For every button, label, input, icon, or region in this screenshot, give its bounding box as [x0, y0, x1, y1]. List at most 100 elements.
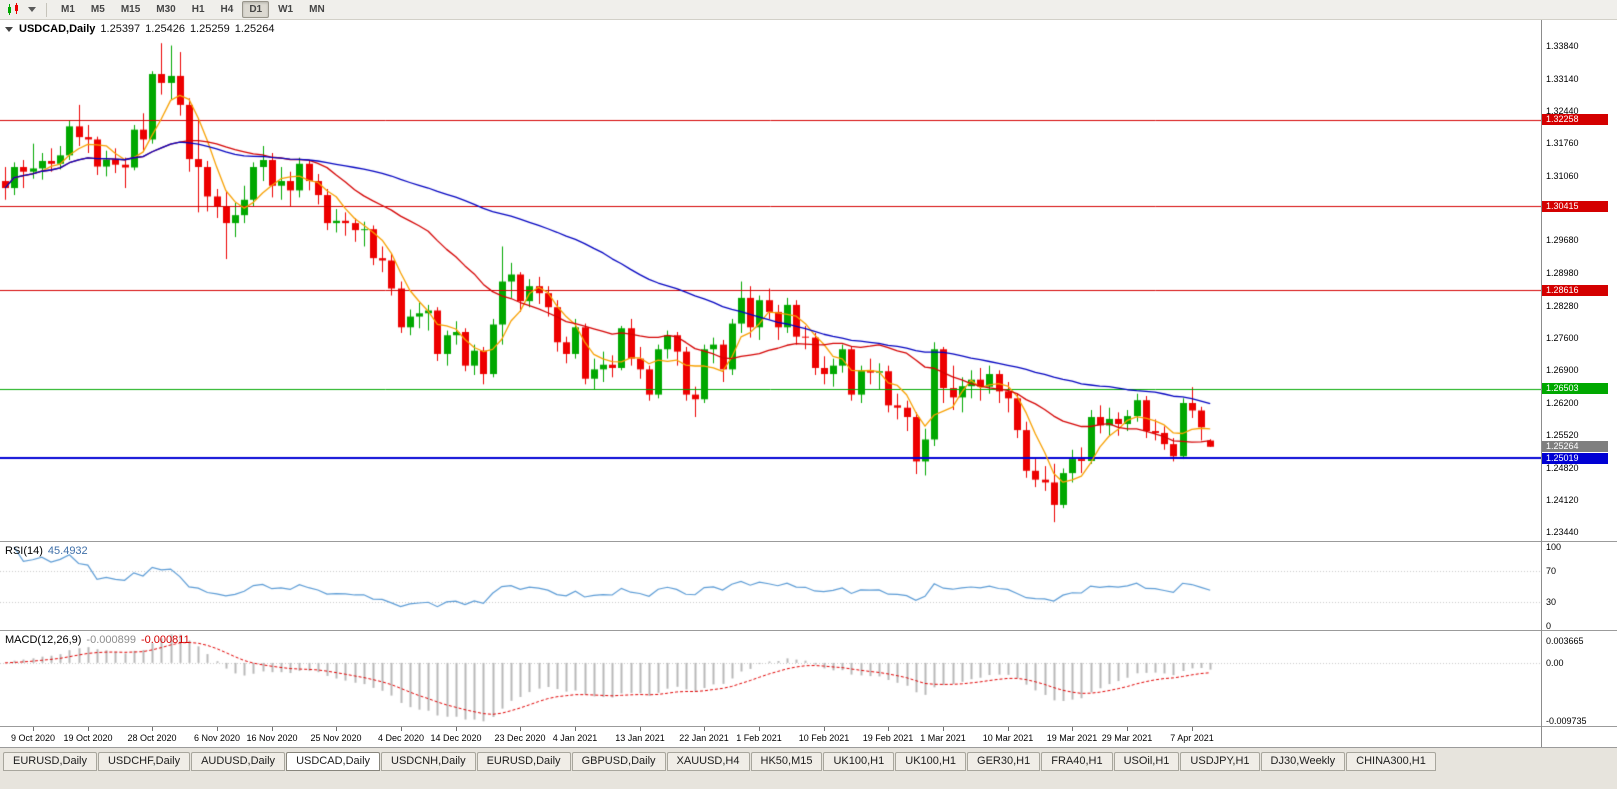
macd-main-value: -0.000899 [86, 634, 136, 646]
window-tab-audusd-daily[interactable]: AUDUSD,Daily [191, 752, 286, 771]
price-axis-tick: 1.31060 [1546, 171, 1579, 181]
chart-dropdown-icon[interactable] [23, 2, 41, 18]
period-button-m30[interactable]: M30 [156, 4, 176, 15]
time-axis-tick [217, 727, 218, 731]
period-button-w1[interactable]: W1 [278, 4, 294, 15]
price-axis-tick: 1.24820 [1546, 463, 1579, 473]
price-axis-tick: 1.31760 [1546, 138, 1579, 148]
window-tab-usdcad-daily[interactable]: USDCAD,Daily [286, 752, 381, 771]
window-tab-eurusd-daily[interactable]: EURUSD,Daily [476, 752, 571, 771]
window-tab-china300-h1[interactable]: CHINA300,H1 [1346, 752, 1436, 771]
period-button-d1[interactable]: D1 [242, 1, 270, 18]
window-tab-gbpusd-daily[interactable]: GBPUSD,Daily [571, 752, 666, 771]
date-label: 1 Mar 2021 [920, 733, 966, 743]
window-tab-uk100-h1[interactable]: UK100,H1 [895, 752, 967, 771]
window-tab-fra40-h1[interactable]: FRA40,H1 [1041, 752, 1113, 771]
window-tab-strip: EURUSD,Daily USDCHF,Daily AUDUSD,Daily USDC… [3, 751, 1617, 771]
time-axis-tick [704, 727, 705, 731]
date-label: 28 Oct 2020 [127, 733, 177, 743]
panel-separator[interactable] [0, 630, 1617, 631]
price-axis-tick: 1.33140 [1546, 74, 1579, 84]
time-axis-tick [1008, 727, 1009, 731]
time-axis-tick [943, 727, 944, 731]
price-chart-canvas[interactable] [0, 20, 1541, 541]
period-button-mn[interactable]: MN [309, 4, 325, 15]
date-label: 9 Oct 2020 [10, 733, 56, 743]
time-axis-tick [33, 727, 34, 731]
window-tab-bar: EURUSD,Daily USDCHF,Daily AUDUSD,Daily USDC… [0, 747, 1617, 789]
time-axis-tick [1127, 727, 1128, 731]
time-axis-tick [1192, 727, 1193, 731]
window-tab-usoil-h1[interactable]: USOil,H1 [1113, 752, 1180, 771]
price-axis-tick: 1.27600 [1546, 333, 1579, 343]
period-button-m15[interactable]: M15 [120, 4, 141, 15]
rsi-canvas[interactable] [0, 542, 1541, 630]
price-chart-panel: USDCAD,Daily 1.25397 1.25426 1.25259 1.2… [0, 20, 1541, 541]
window-tab-hk50-m15[interactable]: HK50,M15 [750, 752, 823, 771]
date-label: 7 Apr 2021 [1170, 733, 1214, 743]
macd-axis-label: -0.009735 [1546, 716, 1587, 726]
rsi-indicator-name: RSI(14) [5, 545, 43, 557]
ohlc-low: 1.25259 [189, 23, 230, 35]
price-axis-tick: 1.23440 [1546, 527, 1579, 537]
date-label: 22 Jan 2021 [679, 733, 729, 743]
price-axis-tick: 1.28980 [1546, 268, 1579, 278]
rsi-indicator-value: 45.4932 [47, 545, 88, 557]
time-axis-tick [640, 727, 641, 731]
period-buttons-group: M1 M5 M15 M30 H1 H4 D1 W1 MN [53, 1, 333, 18]
date-label: 14 Dec 2020 [430, 733, 482, 743]
time-axis-tick [272, 727, 273, 731]
time-axis-tick [520, 727, 521, 731]
macd-label-row: MACD(12,26,9) -0.000899 -0.000811 [5, 634, 190, 646]
price-level-label: 1.25019 [1542, 453, 1608, 464]
time-axis[interactable]: 9 Oct 2020 19 Oct 2020 28 Oct 2020 6 Nov 20… [0, 727, 1541, 746]
price-axis-tick: 1.28280 [1546, 301, 1579, 311]
window-tab-dj30-weekly[interactable]: DJ30,Weekly [1260, 752, 1346, 771]
date-label: 16 Nov 2020 [246, 733, 298, 743]
ohlc-open: 1.25397 [100, 23, 141, 35]
window-tab-eurusd-daily[interactable]: EURUSD,Daily [3, 752, 97, 771]
one-click-trading-icon[interactable] [5, 26, 13, 32]
period-button-m1[interactable]: M1 [61, 4, 75, 15]
date-label: 13 Jan 2021 [615, 733, 665, 743]
panel-separator[interactable] [0, 541, 1617, 542]
macd-signal-value: -0.000811 [140, 634, 190, 646]
date-label: 19 Feb 2021 [862, 733, 914, 743]
rsi-indicator-panel: RSI(14) 45.4932 [0, 542, 1541, 630]
rsi-axis-label: 100 [1546, 542, 1562, 552]
date-label: 19 Mar 2021 [1046, 733, 1098, 743]
time-axis-tick [888, 727, 889, 731]
macd-axis-label: 0.003665 [1546, 636, 1584, 646]
window-tab-ger30-h1[interactable]: GER30,H1 [967, 752, 1041, 771]
window-tab-usdcnh-daily[interactable]: USDCNH,Daily [381, 752, 476, 771]
period-button-m5[interactable]: M5 [90, 4, 105, 15]
price-axis[interactable]: 1.33840 1.33140 1.32440 1.31760 1.31060 1.296… [1542, 20, 1617, 727]
time-axis-tick [575, 727, 576, 731]
window-tab-xauusd-h4[interactable]: XAUUSD,H4 [666, 752, 750, 771]
window-tab-usdjpy-h1[interactable]: USDJPY,H1 [1180, 752, 1260, 771]
time-axis-tick [1072, 727, 1073, 731]
price-level-label: 1.30415 [1542, 201, 1608, 212]
period-button-h1[interactable]: H1 [191, 4, 205, 15]
date-label: 4 Dec 2020 [377, 733, 425, 743]
period-button-h4[interactable]: H4 [220, 4, 234, 15]
macd-canvas[interactable] [0, 631, 1541, 726]
toolbar-separator [46, 2, 47, 17]
price-level-label: 1.26503 [1542, 383, 1608, 394]
window-tab-uk100-h1[interactable]: UK100,H1 [823, 752, 895, 771]
date-label: 10 Feb 2021 [798, 733, 850, 743]
rsi-label-row: RSI(14) 45.4932 [5, 545, 88, 557]
date-label: 19 Oct 2020 [63, 733, 113, 743]
chart-title-row: USDCAD,Daily 1.25397 1.25426 1.25259 1.2… [5, 23, 274, 35]
price-axis-tick: 1.32440 [1546, 106, 1579, 116]
price-axis-tick: 1.26900 [1546, 365, 1579, 375]
date-label: 6 Nov 2020 [193, 733, 241, 743]
time-axis-tick [824, 727, 825, 731]
chart-type-icon[interactable] [4, 2, 22, 18]
date-label: 4 Jan 2021 [552, 733, 598, 743]
time-axis-tick [456, 727, 457, 731]
time-axis-tick [401, 727, 402, 731]
window-tab-usdchf-daily[interactable]: USDCHF,Daily [97, 752, 191, 771]
date-label: 10 Mar 2021 [982, 733, 1034, 743]
